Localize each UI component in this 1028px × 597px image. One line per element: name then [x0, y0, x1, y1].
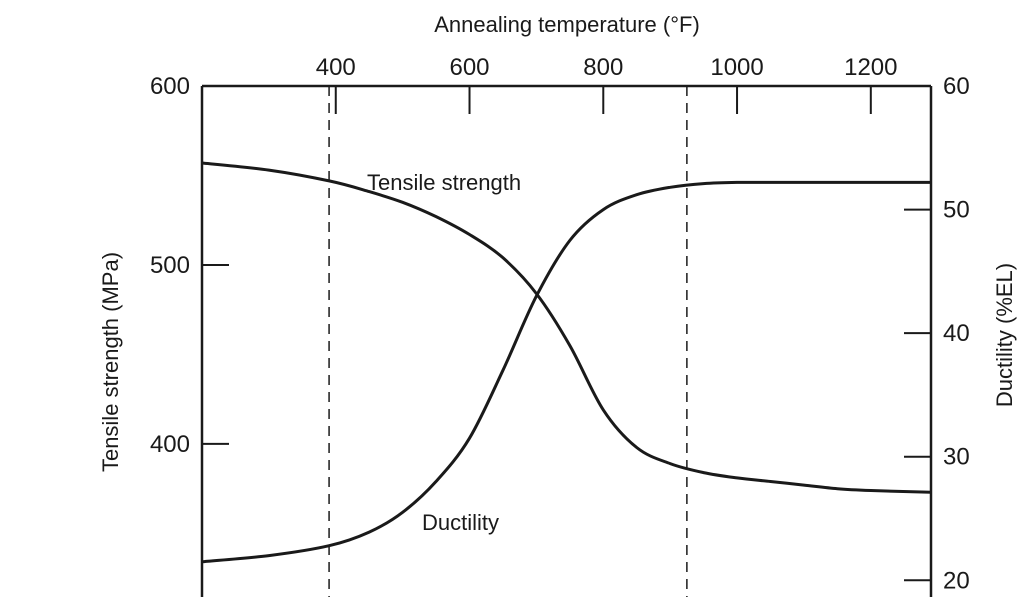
right-tick-label-30: 30	[943, 444, 970, 471]
left-tick-label-500: 500	[150, 252, 190, 279]
series-lines	[201, 161, 932, 564]
right-tick-label-40: 40	[943, 320, 970, 347]
top-axis-ticks: 400 600 800 1000 1200	[316, 54, 898, 114]
top-tick-label-400: 400	[316, 54, 356, 81]
left-axis-ticks: 400 500 600	[150, 73, 229, 458]
plot-frame	[200, 84, 933, 597]
top-tick-label-1200: 1200	[844, 54, 897, 81]
left-tick-label-400: 400	[150, 431, 190, 458]
right-tick-label-50: 50	[943, 197, 970, 224]
dashed-reference-lines	[328, 86, 688, 597]
left-tick-label-600: 600	[150, 73, 190, 100]
right-axis-ticks: 20 30 40 50 60	[904, 73, 970, 594]
series-line-tensile-strength	[201, 161, 932, 494]
annotation-tensile-strength: Tensile strength	[367, 170, 521, 195]
annotation-ductility: Ductility	[422, 510, 499, 535]
right-tick-label-20: 20	[943, 567, 970, 594]
left-axis-title: Tensile strength (MPa)	[98, 252, 123, 472]
top-axis-title: Annealing temperature (°F)	[434, 12, 700, 37]
top-tick-label-800: 800	[583, 54, 623, 81]
series-line-ductility	[201, 180, 931, 564]
top-tick-label-600: 600	[449, 54, 489, 81]
top-tick-label-1000: 1000	[710, 54, 763, 81]
right-tick-label-60: 60	[943, 73, 970, 100]
right-axis-title: Ductility (%EL)	[992, 263, 1017, 407]
